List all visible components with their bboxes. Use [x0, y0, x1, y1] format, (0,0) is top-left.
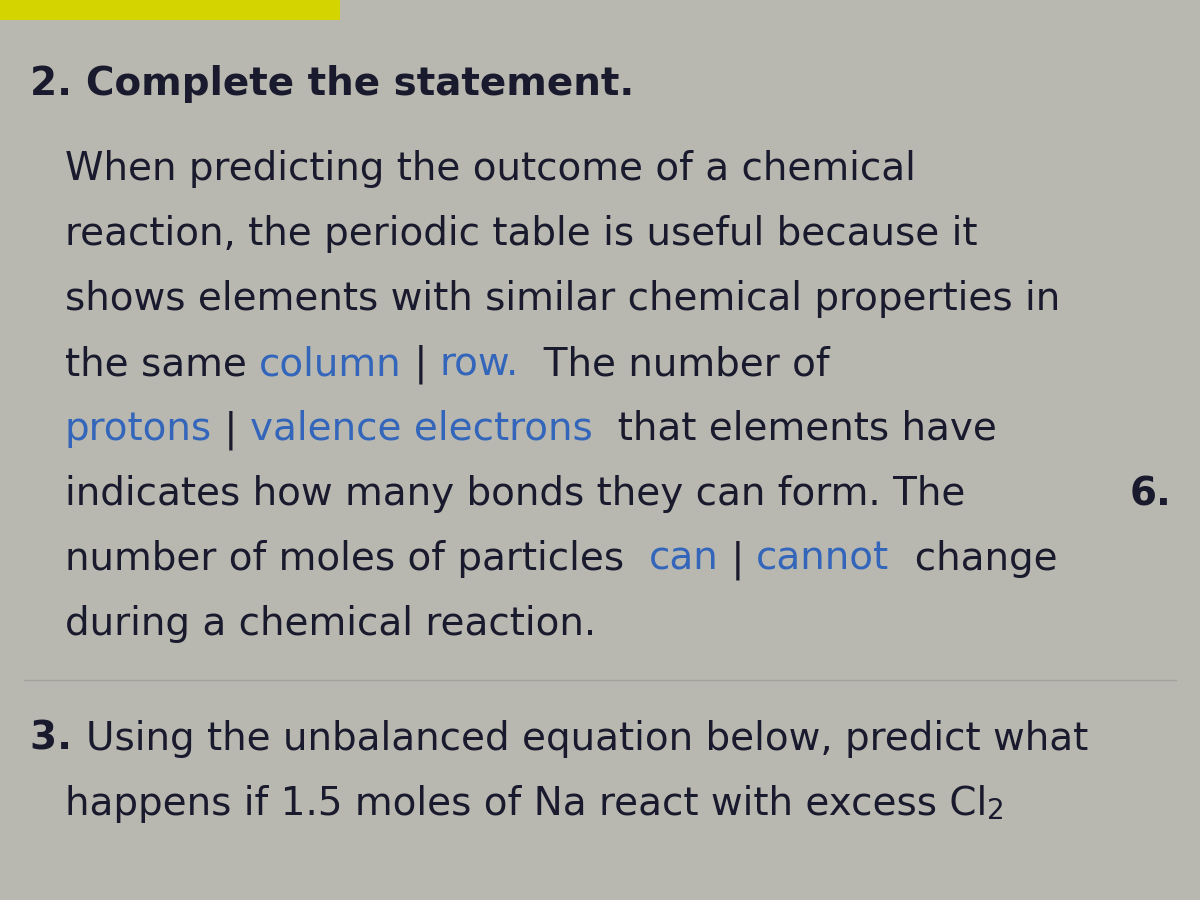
Text: reaction, the periodic table is useful because it: reaction, the periodic table is useful b… — [65, 215, 978, 253]
Text: |: | — [212, 410, 250, 449]
Text: cannot: cannot — [756, 540, 889, 578]
Text: The number of: The number of — [520, 345, 829, 383]
Text: |: | — [402, 345, 439, 384]
Text: Complete the statement.: Complete the statement. — [85, 65, 634, 103]
Text: 2.: 2. — [30, 65, 85, 103]
Text: shows elements with similar chemical properties in: shows elements with similar chemical pro… — [65, 280, 1061, 318]
Bar — [0, 0, 340, 20]
Text: can: can — [649, 540, 719, 578]
Text: When predicting the outcome of a chemical: When predicting the outcome of a chemica… — [65, 150, 916, 188]
Text: Using the unbalanced equation below, predict what: Using the unbalanced equation below, pre… — [85, 720, 1087, 758]
Text: 2: 2 — [988, 797, 1004, 825]
Text: column: column — [259, 345, 402, 383]
Text: indicates how many bonds they can form. The: indicates how many bonds they can form. … — [65, 475, 965, 513]
Text: number of moles of particles: number of moles of particles — [65, 540, 649, 578]
Text: 6.: 6. — [1130, 475, 1172, 513]
Text: |: | — [719, 540, 756, 580]
Text: change: change — [889, 540, 1057, 578]
Text: the same: the same — [65, 345, 259, 383]
Text: row.: row. — [439, 345, 520, 383]
Text: valence electrons: valence electrons — [250, 410, 593, 448]
Text: that elements have: that elements have — [593, 410, 996, 448]
Text: 3.: 3. — [30, 720, 85, 758]
Text: during a chemical reaction.: during a chemical reaction. — [65, 605, 596, 643]
Text: protons: protons — [65, 410, 212, 448]
Text: happens if 1.5 moles of Na react with excess Cl: happens if 1.5 moles of Na react with ex… — [65, 785, 988, 823]
